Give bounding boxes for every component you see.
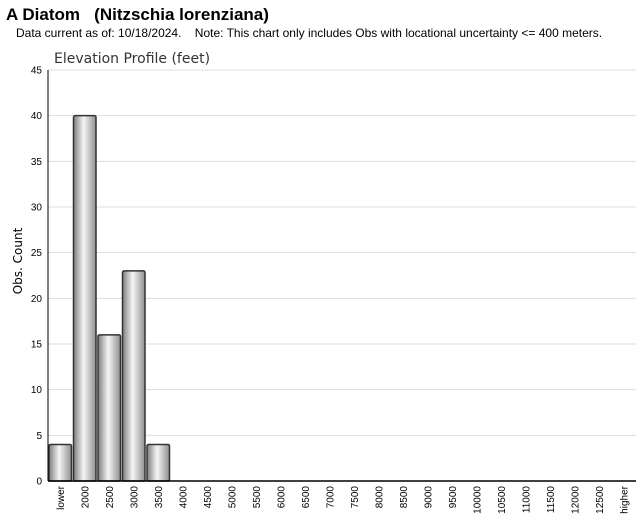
x-tick-label: 5500 <box>252 486 263 509</box>
y-tick-label: 30 <box>31 203 43 214</box>
x-tick-label: 8000 <box>374 486 385 509</box>
bar-2500 <box>97 334 122 482</box>
x-tick-label: 10000 <box>472 486 483 514</box>
x-tick-label: 7500 <box>350 486 361 509</box>
y-ticks: 0 5 10 15 20 25 30 35 40 45 <box>31 66 43 488</box>
x-tick-label: 8500 <box>399 486 410 509</box>
x-tick-label: lower <box>56 485 67 510</box>
x-tick-label: higher <box>619 485 630 513</box>
x-tick-label: 12000 <box>570 486 581 514</box>
axes <box>47 70 636 482</box>
bar-3000 <box>121 270 146 482</box>
bar-lower <box>48 443 73 482</box>
page-subtitle: Data current as of: 10/18/2024. Note: Th… <box>16 26 603 40</box>
x-tick-label: 6500 <box>301 486 312 509</box>
x-tick-label: 9000 <box>423 486 434 509</box>
y-tick-label: 40 <box>31 111 43 122</box>
x-tick-label: 2000 <box>80 486 91 509</box>
chart-title: Elevation Profile (feet) <box>54 51 210 67</box>
elevation-chart: Elevation Profile (feet) Obs. Count 0 5 10… <box>11 51 636 514</box>
x-tick-label: 7000 <box>325 486 336 509</box>
y-tick-label: 35 <box>31 157 43 168</box>
y-tick-label: 0 <box>36 477 42 488</box>
bar-3500 <box>146 443 171 482</box>
x-tick-label: 4500 <box>203 486 214 509</box>
x-tick-label: 3500 <box>154 486 165 509</box>
page-title: A Diatom (Nitzschia lorenziana) <box>6 5 269 24</box>
grid-lines <box>48 69 636 436</box>
y-tick-label: 15 <box>31 340 43 351</box>
x-tick-label: 2500 <box>105 486 116 509</box>
x-tick-label: 11500 <box>546 486 557 514</box>
x-tick-label: 9500 <box>448 486 459 509</box>
x-tick-label: 6000 <box>276 486 287 509</box>
x-tick-label: 5000 <box>227 486 238 509</box>
y-tick-label: 20 <box>31 294 43 305</box>
x-tick-label: 4000 <box>178 486 189 509</box>
x-tick-label: 11000 <box>521 486 532 514</box>
y-tick-label: 25 <box>31 248 43 259</box>
x-tick-label: 3000 <box>129 486 140 509</box>
y-tick-label: 5 <box>36 431 42 442</box>
y-tick-label: 45 <box>31 66 43 77</box>
bars <box>48 114 171 482</box>
y-tick-label: 10 <box>31 385 43 396</box>
x-tick-label: 10500 <box>497 486 508 514</box>
x-ticks: lower 2000 2500 3000 3500 4000 4500 5000 5500 600… <box>56 485 631 513</box>
y-axis-label: Obs. Count <box>11 227 25 294</box>
bar-2000 <box>72 114 97 482</box>
x-tick-label: 12500 <box>595 486 606 514</box>
